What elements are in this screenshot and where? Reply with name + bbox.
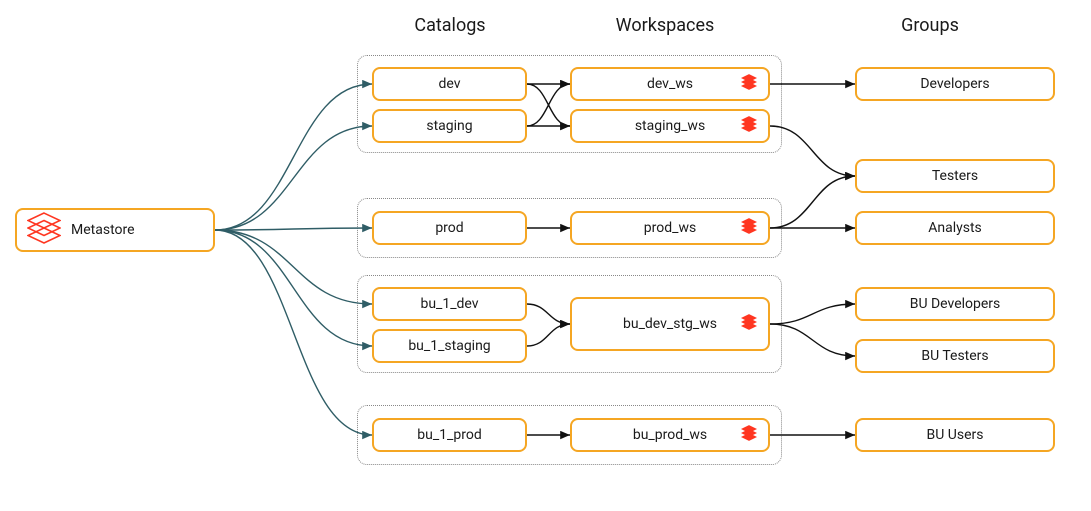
connector	[215, 84, 372, 230]
node-catalog-bu1-staging: bu_1_staging	[372, 329, 527, 363]
node-workspace-bu-dev-stg: bu_dev_stg_ws	[570, 297, 770, 351]
databricks-icon	[740, 115, 758, 137]
node-catalog-bu1-dev: bu_1_dev	[372, 287, 527, 321]
node-label: bu_1_staging	[408, 338, 490, 354]
node-label: staging_ws	[635, 118, 705, 134]
databricks-icon	[740, 73, 758, 95]
metastore-icon	[27, 211, 61, 249]
node-label: BU Testers	[921, 348, 988, 364]
connector	[215, 230, 372, 346]
connector	[770, 126, 855, 176]
connector	[215, 230, 372, 435]
node-group-bu-testers: BU Testers	[855, 339, 1055, 373]
connector	[215, 228, 372, 230]
node-label: BU Users	[927, 427, 984, 443]
connector	[215, 126, 372, 230]
node-label: Analysts	[928, 220, 982, 236]
databricks-icon	[740, 424, 758, 446]
node-group-analysts: Analysts	[855, 211, 1055, 245]
connector	[770, 304, 855, 324]
node-label: bu_1_prod	[417, 427, 481, 443]
node-metastore: Metastore	[15, 208, 215, 252]
node-group-testers: Testers	[855, 159, 1055, 193]
node-workspace-prod: prod_ws	[570, 211, 770, 245]
header-workspaces: Workspaces	[595, 15, 735, 36]
node-label: Metastore	[71, 222, 135, 238]
node-workspace-staging: staging_ws	[570, 109, 770, 143]
node-group-bu-users: BU Users	[855, 418, 1055, 452]
node-label: prod_ws	[644, 220, 696, 236]
databricks-icon	[740, 217, 758, 239]
node-label: dev_ws	[647, 76, 693, 92]
node-label: BU Developers	[910, 296, 1001, 312]
node-group-bu-developers: BU Developers	[855, 287, 1055, 321]
diagram-canvas: Catalogs Workspaces Groups Metastore dev…	[0, 0, 1091, 511]
connector	[770, 176, 855, 228]
connector	[770, 324, 855, 356]
node-label: prod	[435, 220, 463, 236]
header-catalogs: Catalogs	[390, 15, 510, 36]
node-label: bu_prod_ws	[633, 427, 707, 443]
node-group-developers: Developers	[855, 67, 1055, 101]
node-catalog-prod: prod	[372, 211, 527, 245]
node-catalog-dev: dev	[372, 67, 527, 101]
node-catalog-bu1-prod: bu_1_prod	[372, 418, 527, 452]
node-workspace-bu-prod: bu_prod_ws	[570, 418, 770, 452]
node-workspace-dev: dev_ws	[570, 67, 770, 101]
databricks-icon	[740, 313, 758, 335]
node-catalog-staging: staging	[372, 109, 527, 143]
node-label: dev	[438, 76, 460, 92]
node-label: Developers	[920, 76, 989, 92]
node-label: bu_1_dev	[420, 296, 478, 312]
connector	[215, 230, 372, 304]
header-groups: Groups	[870, 15, 990, 36]
node-label: bu_dev_stg_ws	[623, 316, 717, 332]
node-label: staging	[426, 118, 472, 134]
node-label: Testers	[932, 168, 978, 184]
